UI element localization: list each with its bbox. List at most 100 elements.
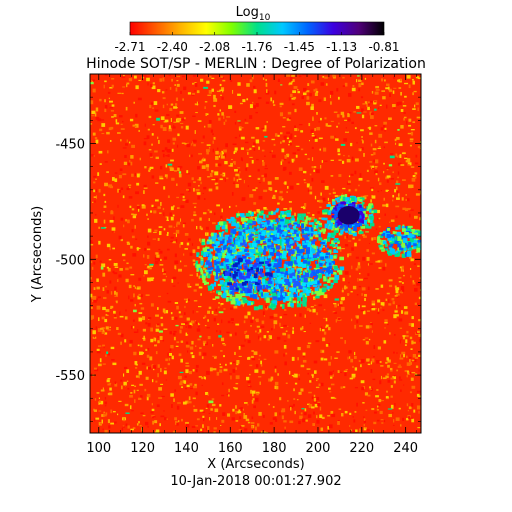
map-speckle [319,414,323,419]
region-pixel [234,269,237,274]
map-speckle [418,410,420,414]
x-tick-label: 240 [393,441,418,456]
map-speckle [419,289,421,291]
region-pixel [216,258,221,262]
map-speckle [134,361,138,365]
region-pixel [260,210,264,214]
map-speckle [292,330,295,334]
region-pixel [265,220,270,225]
map-speckle [113,317,117,319]
map-speckle [135,113,138,118]
map-speckle [92,132,96,136]
map-speckle [245,330,248,333]
map-speckle [201,165,206,169]
map-speckle [377,242,382,244]
map-speckle [166,292,169,295]
map-speckle [410,275,412,278]
map-speckle [261,127,265,130]
region-pixel [327,232,331,238]
map-speckle [128,141,131,144]
map-speckle [414,356,419,359]
map-speckle [356,200,359,204]
map-speckle [385,298,388,301]
region-pixel [395,250,399,254]
map-speckle [105,314,109,316]
map-speckle [404,208,409,212]
map-speckle [212,355,216,358]
map-speckle [355,267,359,271]
map-speckle [125,219,127,222]
map-speckle [187,182,192,187]
map-speckle [419,338,421,343]
map-speckle [328,387,331,390]
map-speckle [180,380,184,384]
region-pixel [200,257,204,260]
map-speckle [126,82,130,85]
map-speckle [130,245,133,249]
map-speckle [287,400,289,402]
map-speckle [140,395,143,399]
map-speckle [395,287,400,291]
region-pixel [252,220,256,225]
map-speckle [241,199,245,201]
region-pixel [262,250,266,255]
map-speckle [265,208,269,210]
region-pixel [315,263,320,269]
map-fragment [158,330,163,333]
region-pixel [238,259,243,263]
map-speckle [217,113,220,116]
map-speckle [199,160,203,164]
map-speckle [306,307,310,311]
region-pixel [257,269,262,273]
region-pixel [249,237,253,241]
map-speckle [129,266,133,269]
region-pixel [318,252,321,256]
map-speckle [101,419,103,424]
map-speckle [202,158,206,162]
map-speckle [304,408,307,412]
map-speckle [249,79,253,83]
map-speckle [196,328,201,332]
map-speckle [361,76,364,80]
region-pixel [265,247,269,252]
map-speckle [170,240,174,242]
region-pixel [212,271,217,276]
map-speckle [332,228,336,230]
map-fragment [133,309,137,313]
map-speckle [195,391,198,396]
region-pixel [274,279,279,284]
map-speckle [381,422,384,424]
region-pixel [305,241,311,246]
map-speckle [272,194,276,198]
map-speckle [194,383,197,388]
region-pixel [220,245,224,248]
map-speckle [165,379,167,381]
region-pixel [302,287,307,290]
region-pixel [318,257,322,262]
map-speckle [244,315,248,319]
map-speckle [255,111,258,114]
map-speckle [299,297,303,301]
map-speckle [198,185,200,187]
map-speckle [138,277,142,281]
map-fragment [106,351,109,354]
map-speckle [114,381,117,385]
region-pixel [241,271,244,276]
region-pixel [223,275,227,279]
map-speckle [345,368,348,371]
region-pixel [210,266,214,270]
region-pixel [412,239,416,243]
map-speckle [377,260,381,263]
map-speckle [182,199,187,201]
map-speckle [357,262,361,266]
map-speckle [128,284,132,289]
region-pixel [331,215,334,218]
region-pixel [330,222,333,227]
map-speckle [317,402,321,407]
map-speckle [305,90,310,93]
map-speckle [200,241,202,244]
map-speckle [185,365,190,367]
map-speckle [142,351,144,355]
map-speckle [203,245,206,250]
map-speckle [93,299,97,303]
